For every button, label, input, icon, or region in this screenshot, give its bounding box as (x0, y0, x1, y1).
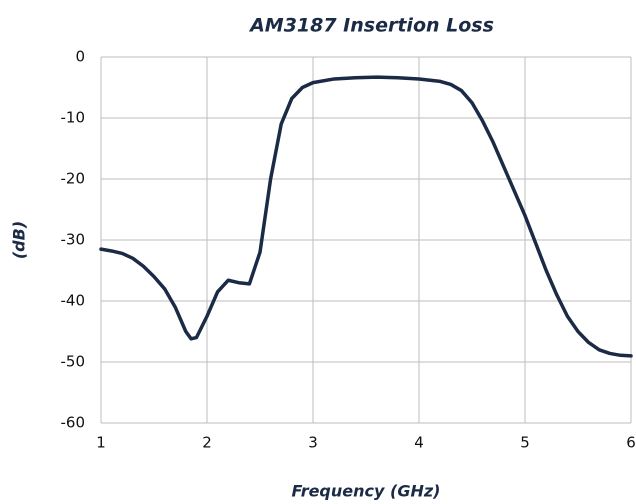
x-tick-label: 1 (96, 434, 106, 452)
x-tick-label: 6 (626, 434, 636, 452)
y-tick-label: 0 (75, 48, 85, 66)
data-line (99, 75, 633, 358)
x-tick-label: 3 (308, 434, 318, 452)
x-tick-label: 4 (414, 434, 424, 452)
x-axis-title: Frequency (GHz) (292, 482, 441, 501)
y-tick-label: -10 (61, 109, 86, 127)
y-tick-label: -40 (61, 292, 86, 310)
y-tick-label: -60 (61, 414, 86, 432)
y-tick-label: -50 (61, 353, 86, 371)
y-tick-label: -20 (61, 170, 86, 188)
x-tick-label: 5 (520, 434, 530, 452)
chart-title: AM3187 Insertion Loss (248, 15, 494, 37)
y-axis-title: (dB) (10, 221, 29, 259)
y-tick-label: -30 (61, 231, 86, 249)
x-tick-label: 2 (202, 434, 212, 452)
